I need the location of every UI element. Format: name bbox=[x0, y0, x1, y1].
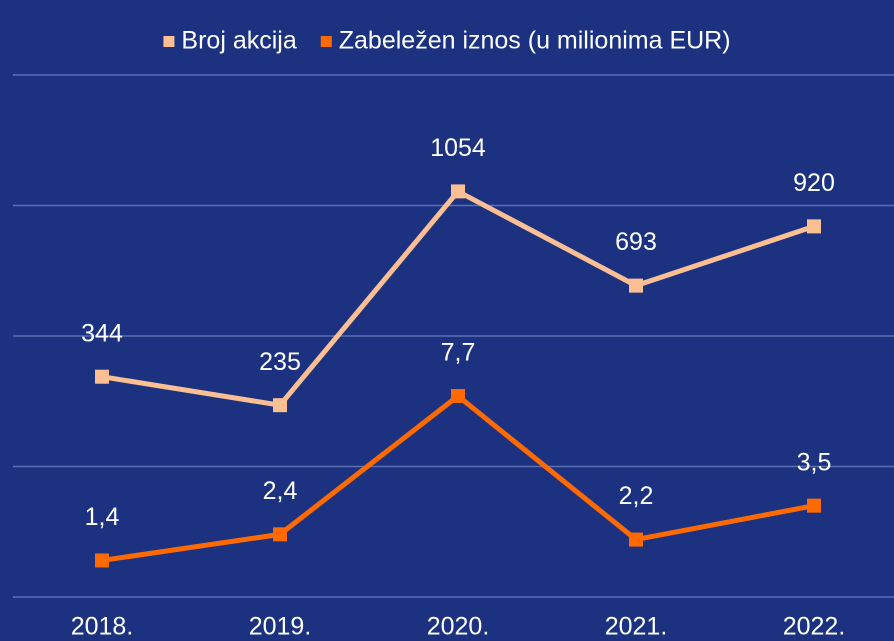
data-label: 2,4 bbox=[263, 477, 298, 505]
x-tick-label: 2022. bbox=[783, 613, 846, 641]
point-marker bbox=[807, 219, 821, 234]
x-tick-label: 2019. bbox=[249, 613, 312, 641]
data-label: 693 bbox=[615, 228, 657, 256]
data-label: 1054 bbox=[430, 134, 486, 162]
series-line bbox=[101, 393, 815, 563]
point-marker bbox=[451, 184, 465, 199]
data-label: 344 bbox=[81, 319, 123, 347]
data-label: 1,4 bbox=[85, 503, 120, 531]
point-marker bbox=[629, 532, 643, 547]
x-tick-label: 2021. bbox=[605, 613, 668, 641]
data-label: 7,7 bbox=[441, 339, 476, 367]
data-label: 3,5 bbox=[797, 448, 832, 476]
point-marker bbox=[273, 527, 287, 542]
legend-swatch bbox=[320, 36, 332, 47]
series-line bbox=[101, 188, 815, 408]
point-marker bbox=[95, 369, 109, 384]
point-marker bbox=[451, 389, 465, 404]
point-marker bbox=[273, 398, 287, 413]
point-marker bbox=[95, 553, 109, 568]
data-label: 2,2 bbox=[619, 482, 654, 510]
x-tick-label: 2020. bbox=[427, 613, 490, 641]
legend-label: Zabeležen iznos (u milionima EUR) bbox=[339, 27, 731, 55]
legend-label: Broj akcija bbox=[181, 27, 296, 55]
x-tick-label: 2018. bbox=[71, 613, 134, 641]
data-label: 920 bbox=[793, 169, 835, 197]
legend-swatch bbox=[163, 36, 175, 47]
point-marker bbox=[807, 498, 821, 513]
legend-item: Zabeležen iznos (u milionima EUR) bbox=[320, 27, 731, 55]
legend-item: Broj akcija bbox=[163, 27, 297, 55]
point-marker bbox=[629, 278, 643, 293]
data-label: 235 bbox=[259, 348, 301, 376]
